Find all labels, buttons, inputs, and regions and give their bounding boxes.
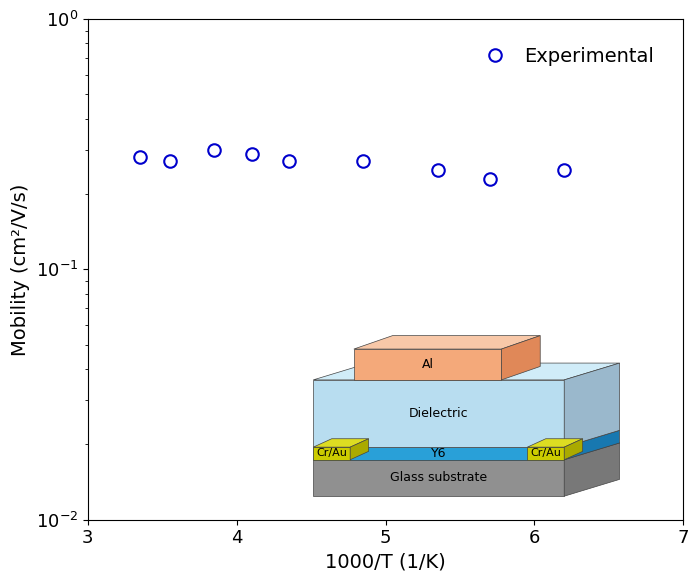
X-axis label: 1000/T (1/K): 1000/T (1/K) [325,553,446,572]
Legend: Experimental: Experimental [468,39,662,73]
Y-axis label: Mobility (cm²/V/s): Mobility (cm²/V/s) [11,183,30,356]
